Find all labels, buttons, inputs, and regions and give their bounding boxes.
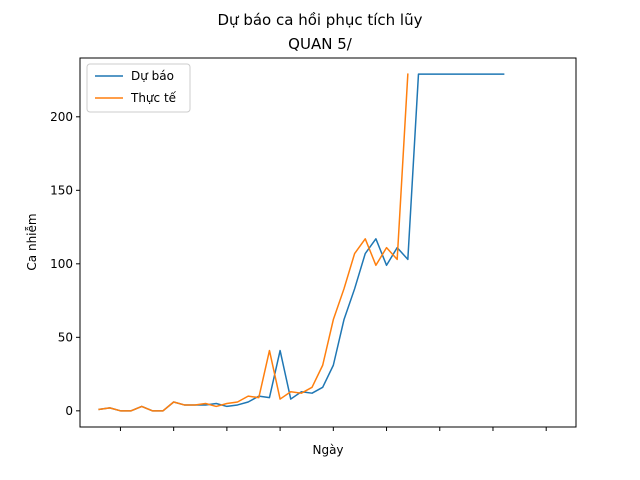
legend: Dự báo Thực tế	[86, 63, 191, 113]
legend-label-forecast: Dự báo	[131, 69, 174, 83]
y-tick-label: 0	[65, 404, 73, 418]
y-tick-label: 50	[58, 330, 73, 344]
x-axis	[119, 427, 547, 431]
chart-title: Dự báo ca hồi phục tích lũy	[218, 11, 423, 29]
y-axis: 0 50 100 150 200	[50, 110, 80, 418]
y-tick-label: 150	[50, 183, 73, 197]
legend-label-actual: Thực tế	[130, 91, 177, 105]
plot-area	[98, 73, 505, 412]
y-tick-label: 200	[50, 110, 73, 124]
plot-frame	[79, 57, 577, 428]
series-layer	[98, 73, 505, 412]
y-tick-label: 100	[50, 257, 73, 271]
chart-subtitle: QUAN 5/	[288, 35, 353, 53]
series-line-0	[98, 73, 505, 412]
x-axis-label: Ngày	[312, 443, 343, 457]
series-line-1	[98, 73, 409, 412]
y-axis-label: Ca nhiễm	[25, 213, 39, 270]
